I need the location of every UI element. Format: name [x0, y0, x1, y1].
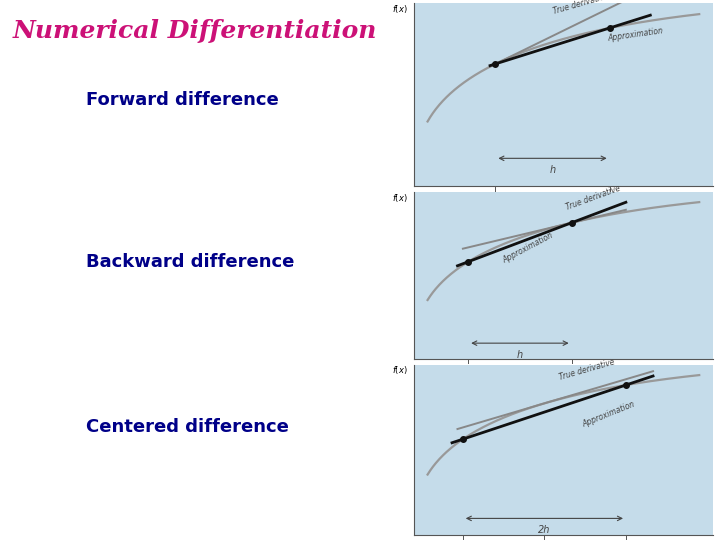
Text: $x_{i-1}$: $x_{i-1}$	[459, 376, 478, 386]
Text: Approximation: Approximation	[580, 400, 636, 429]
Text: h: h	[549, 165, 556, 176]
Text: $x_{i+1}$: $x_{i+1}$	[600, 205, 619, 215]
Text: Centered difference: Centered difference	[86, 417, 289, 436]
Text: $x$: $x$	[701, 205, 708, 214]
Text: $f(x)$: $f(x)$	[392, 364, 408, 376]
Text: Approximation: Approximation	[607, 26, 663, 43]
Text: True derivative: True derivative	[564, 184, 622, 212]
Text: Approximation: Approximation	[500, 231, 554, 265]
Text: True derivative: True derivative	[559, 357, 616, 381]
Text: (b): (b)	[555, 389, 572, 399]
Text: Backward difference: Backward difference	[86, 253, 294, 271]
Text: True derivative: True derivative	[552, 0, 611, 16]
Text: Numerical Differentiation: Numerical Differentiation	[13, 19, 377, 43]
Text: $f(x)$: $f(x)$	[392, 3, 408, 15]
Text: (a): (a)	[556, 219, 571, 230]
Text: Forward difference: Forward difference	[86, 91, 279, 109]
Text: $f(x)$: $f(x)$	[392, 192, 408, 204]
Text: $x_i$: $x_i$	[491, 205, 500, 215]
Text: 2h: 2h	[538, 525, 551, 535]
Text: $x$: $x$	[701, 376, 708, 385]
Text: $x_i$: $x_i$	[567, 376, 576, 386]
Text: h: h	[517, 349, 523, 360]
